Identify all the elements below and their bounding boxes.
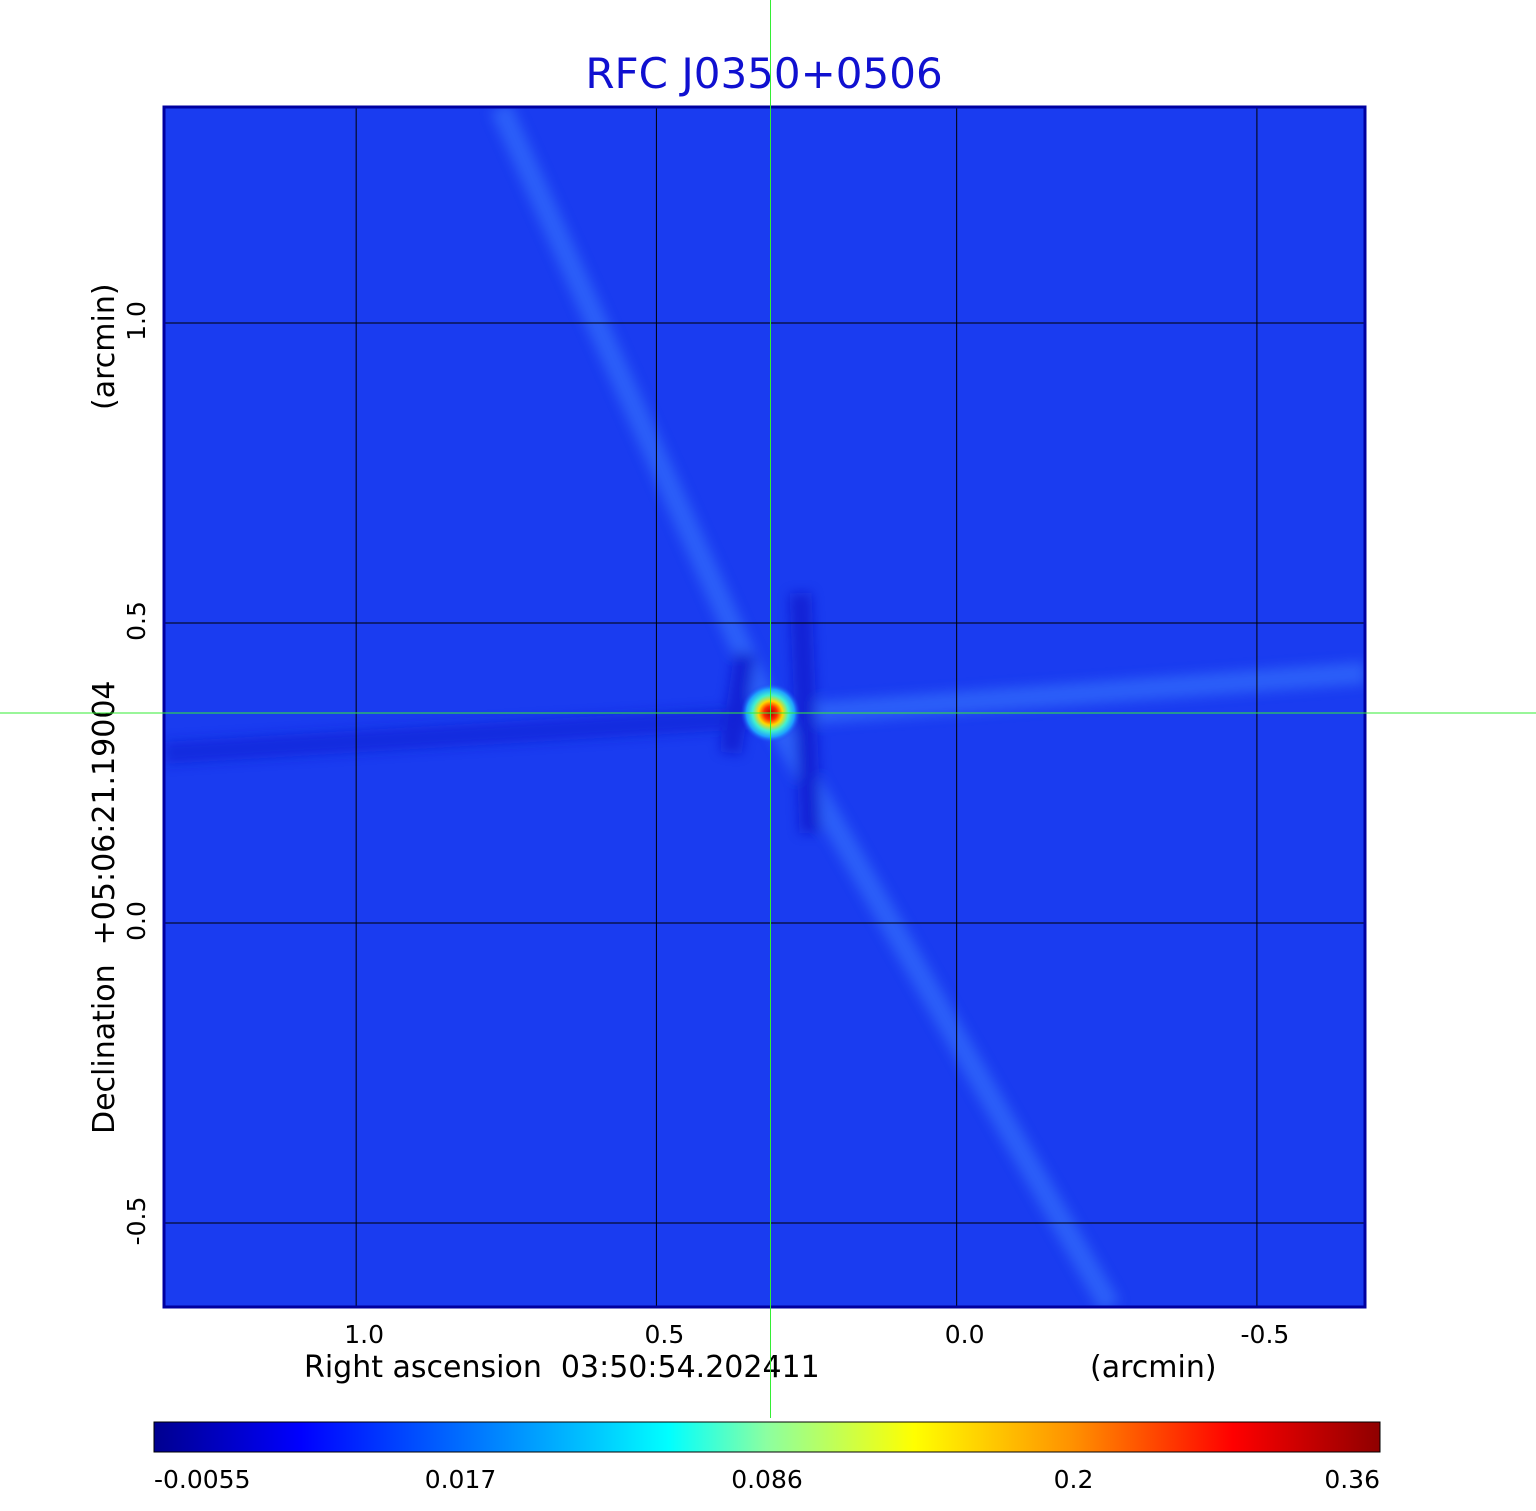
x-tick-label: -0.5 — [1241, 1320, 1290, 1349]
colorbar-tick-labels: -0.0055 0.017 0.086 0.2 0.36 — [154, 1465, 1380, 1494]
colorbar-tick-label: 0.36 — [1324, 1465, 1380, 1494]
colorbar-tick-label: 0.086 — [731, 1465, 803, 1494]
y-axis-label: Declination +05:06:21.19004 — [87, 680, 122, 1134]
colorbar-tick-label: 0.017 — [425, 1465, 497, 1494]
colorbar-tick-label: -0.0055 — [154, 1465, 251, 1494]
y-tick-label: -0.5 — [122, 1197, 151, 1246]
colorbar-tick-label: 0.2 — [1054, 1465, 1094, 1494]
x-axis-label: Right ascension 03:50:54.202411 — [304, 1350, 820, 1385]
x-tick-label: 0.0 — [945, 1320, 985, 1349]
y-tick-label: 1.0 — [122, 301, 151, 341]
sidelobe-streak — [719, 651, 757, 755]
colorbar — [153, 1421, 1381, 1453]
sidelobe-streak — [490, 107, 781, 718]
x-tick-label: 0.5 — [645, 1320, 685, 1349]
chart-title: RFC J0350+0506 — [585, 49, 942, 98]
y-tick-labels: 1.0 0.5 0.0 -0.5 — [122, 301, 151, 1245]
sidelobe-streak — [809, 662, 1365, 724]
plot-frame — [162, 105, 1367, 1309]
x-tick-labels: 1.0 0.5 0.0 -0.5 — [344, 1320, 1289, 1349]
sidelobe-streak — [760, 707, 1121, 1307]
y-tick-label: 0.5 — [122, 601, 151, 641]
y-axis-unit: (arcmin) — [87, 283, 122, 410]
x-axis-unit: (arcmin) — [1090, 1350, 1217, 1385]
sidelobe-streak — [164, 707, 752, 764]
grid — [164, 107, 1365, 1307]
y-tick-label: 0.0 — [122, 901, 151, 941]
sidelobe-streaks — [164, 107, 1365, 1307]
x-tick-label: 1.0 — [344, 1320, 384, 1349]
